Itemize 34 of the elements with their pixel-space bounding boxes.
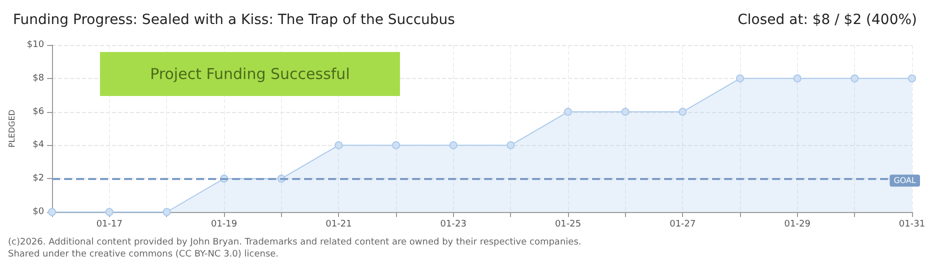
point (678, 108, 687, 116)
point (162, 208, 171, 216)
text: (c)2026. Additional content provided by John Bryan. Trademarks and related content are owned by their respective companies. (8, 238, 582, 248)
point (392, 141, 400, 150)
point (793, 74, 802, 82)
y-tick-label: $6 (32, 106, 44, 117)
x-tick-label: 01-27 (670, 220, 696, 230)
x-tick-label: 01-17 (96, 220, 122, 230)
point (736, 74, 744, 82)
y-tick-label: $4 (32, 140, 44, 150)
y-tick-label: $0 (32, 207, 44, 217)
point (850, 74, 859, 82)
point (908, 74, 916, 82)
x-tick-label: 01-29 (784, 220, 811, 230)
x-tick-label: 01-31 (898, 220, 926, 230)
x-tick-label: 01-25 (554, 220, 582, 230)
chart-title: Funding Progress: Sealed with a Kiss: The Trap of the Succubus (13, 12, 455, 28)
point (564, 108, 572, 116)
point (506, 141, 515, 150)
x-tick-label: 01-21 (326, 220, 352, 230)
text: Shared under the creative commons (CC BY-NC 3.0) license. (8, 250, 279, 260)
point (449, 141, 458, 150)
x-tick-label: 01-19 (210, 220, 238, 230)
ref-line-label: GOAL (894, 176, 917, 186)
x-tick-label: 01-23 (440, 220, 466, 230)
chart-subtitle: Closed at: $8 / $2 (400%) (738, 12, 918, 28)
point (334, 141, 343, 150)
point (105, 208, 114, 216)
point (621, 108, 630, 116)
y-tick-label: $10 (26, 40, 44, 50)
y-tick-label: $2 (32, 174, 44, 184)
y-tick-label: $8 (32, 73, 44, 84)
y-axis-title: PLEDGED (8, 110, 16, 148)
banner-box: Project Funding Successful (100, 52, 400, 96)
